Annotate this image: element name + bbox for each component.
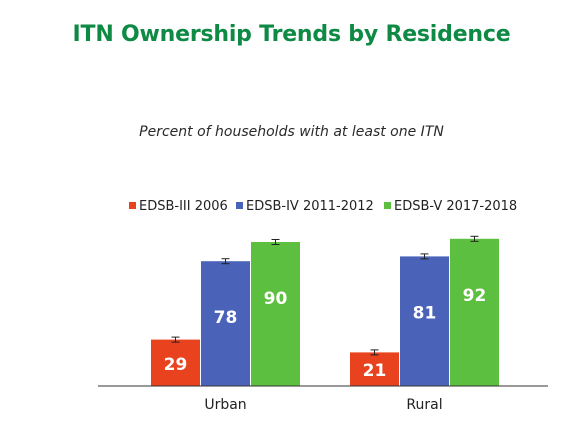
x-axis-labels: Urban Rural xyxy=(204,397,442,413)
value-label-urban-1: 29 xyxy=(164,355,188,375)
value-label-urban-2: 78 xyxy=(214,308,238,328)
bar-rural-1 xyxy=(350,352,399,386)
legend-swatch-3 xyxy=(384,202,391,209)
bar-urban-2 xyxy=(201,261,250,386)
chart-title: ITN Ownership Trends by Residence xyxy=(72,22,511,47)
bar-rural-3 xyxy=(450,238,499,386)
value-label-urban-3: 90 xyxy=(264,289,288,309)
chart-subtitle: Percent of households with at least one … xyxy=(139,124,444,140)
bar-urban-1 xyxy=(151,339,200,386)
x-tick-label-urban: Urban xyxy=(204,397,246,413)
bar-rural-2 xyxy=(400,256,449,386)
legend-label-3: EDSB-V 2017-2018 xyxy=(394,199,517,214)
legend-label-2: EDSB-IV 2011-2012 xyxy=(246,199,374,214)
bars: 29 78 90 21 81 92 xyxy=(151,235,499,386)
x-tick-label-rural: Rural xyxy=(406,397,442,413)
legend-swatch-1 xyxy=(129,202,136,209)
value-label-rural-1: 21 xyxy=(363,361,387,381)
value-label-rural-3: 92 xyxy=(463,286,487,306)
legend-label-1: EDSB-III 2006 xyxy=(139,199,228,214)
bar-urban-3 xyxy=(251,242,300,386)
legend: EDSB-III 2006 EDSB-IV 2011-2012 EDSB-V 201… xyxy=(129,199,517,214)
value-label-rural-2: 81 xyxy=(413,303,437,323)
legend-swatch-2 xyxy=(236,202,243,209)
